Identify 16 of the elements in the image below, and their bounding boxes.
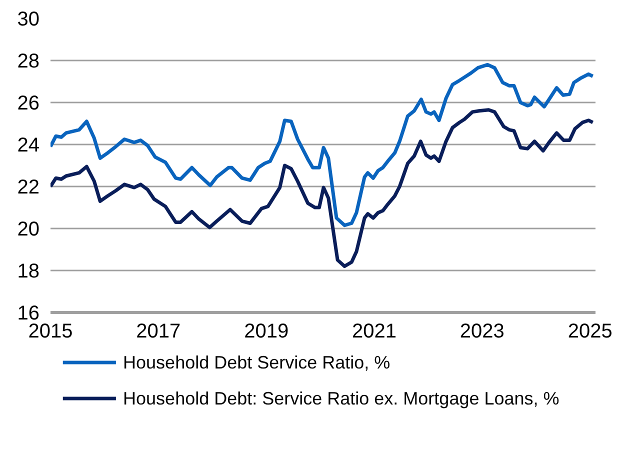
x-tick-label: 2017	[136, 320, 181, 342]
y-tick-label: 30	[17, 8, 40, 30]
x-tick-label: 2025	[568, 320, 612, 342]
y-tick-label: 22	[17, 176, 40, 198]
x-tick-label: 2023	[460, 320, 504, 342]
legend-label: Household Debt Service Ratio, %	[123, 352, 390, 372]
y-tick-label: 28	[17, 50, 40, 72]
x-tick-label: 2021	[352, 320, 397, 342]
y-tick-label: 24	[17, 134, 40, 156]
y-tick-label: 26	[17, 92, 40, 114]
line-series	[50, 62, 595, 228]
y-tick-label: 20	[17, 218, 40, 240]
legend-label: Household Debt: Service Ratio ex. Mortgage Loans, %	[123, 388, 560, 408]
x-tick-label: 2019	[244, 320, 289, 342]
y-tick-label: 18	[17, 260, 40, 282]
line-series	[50, 108, 595, 268]
